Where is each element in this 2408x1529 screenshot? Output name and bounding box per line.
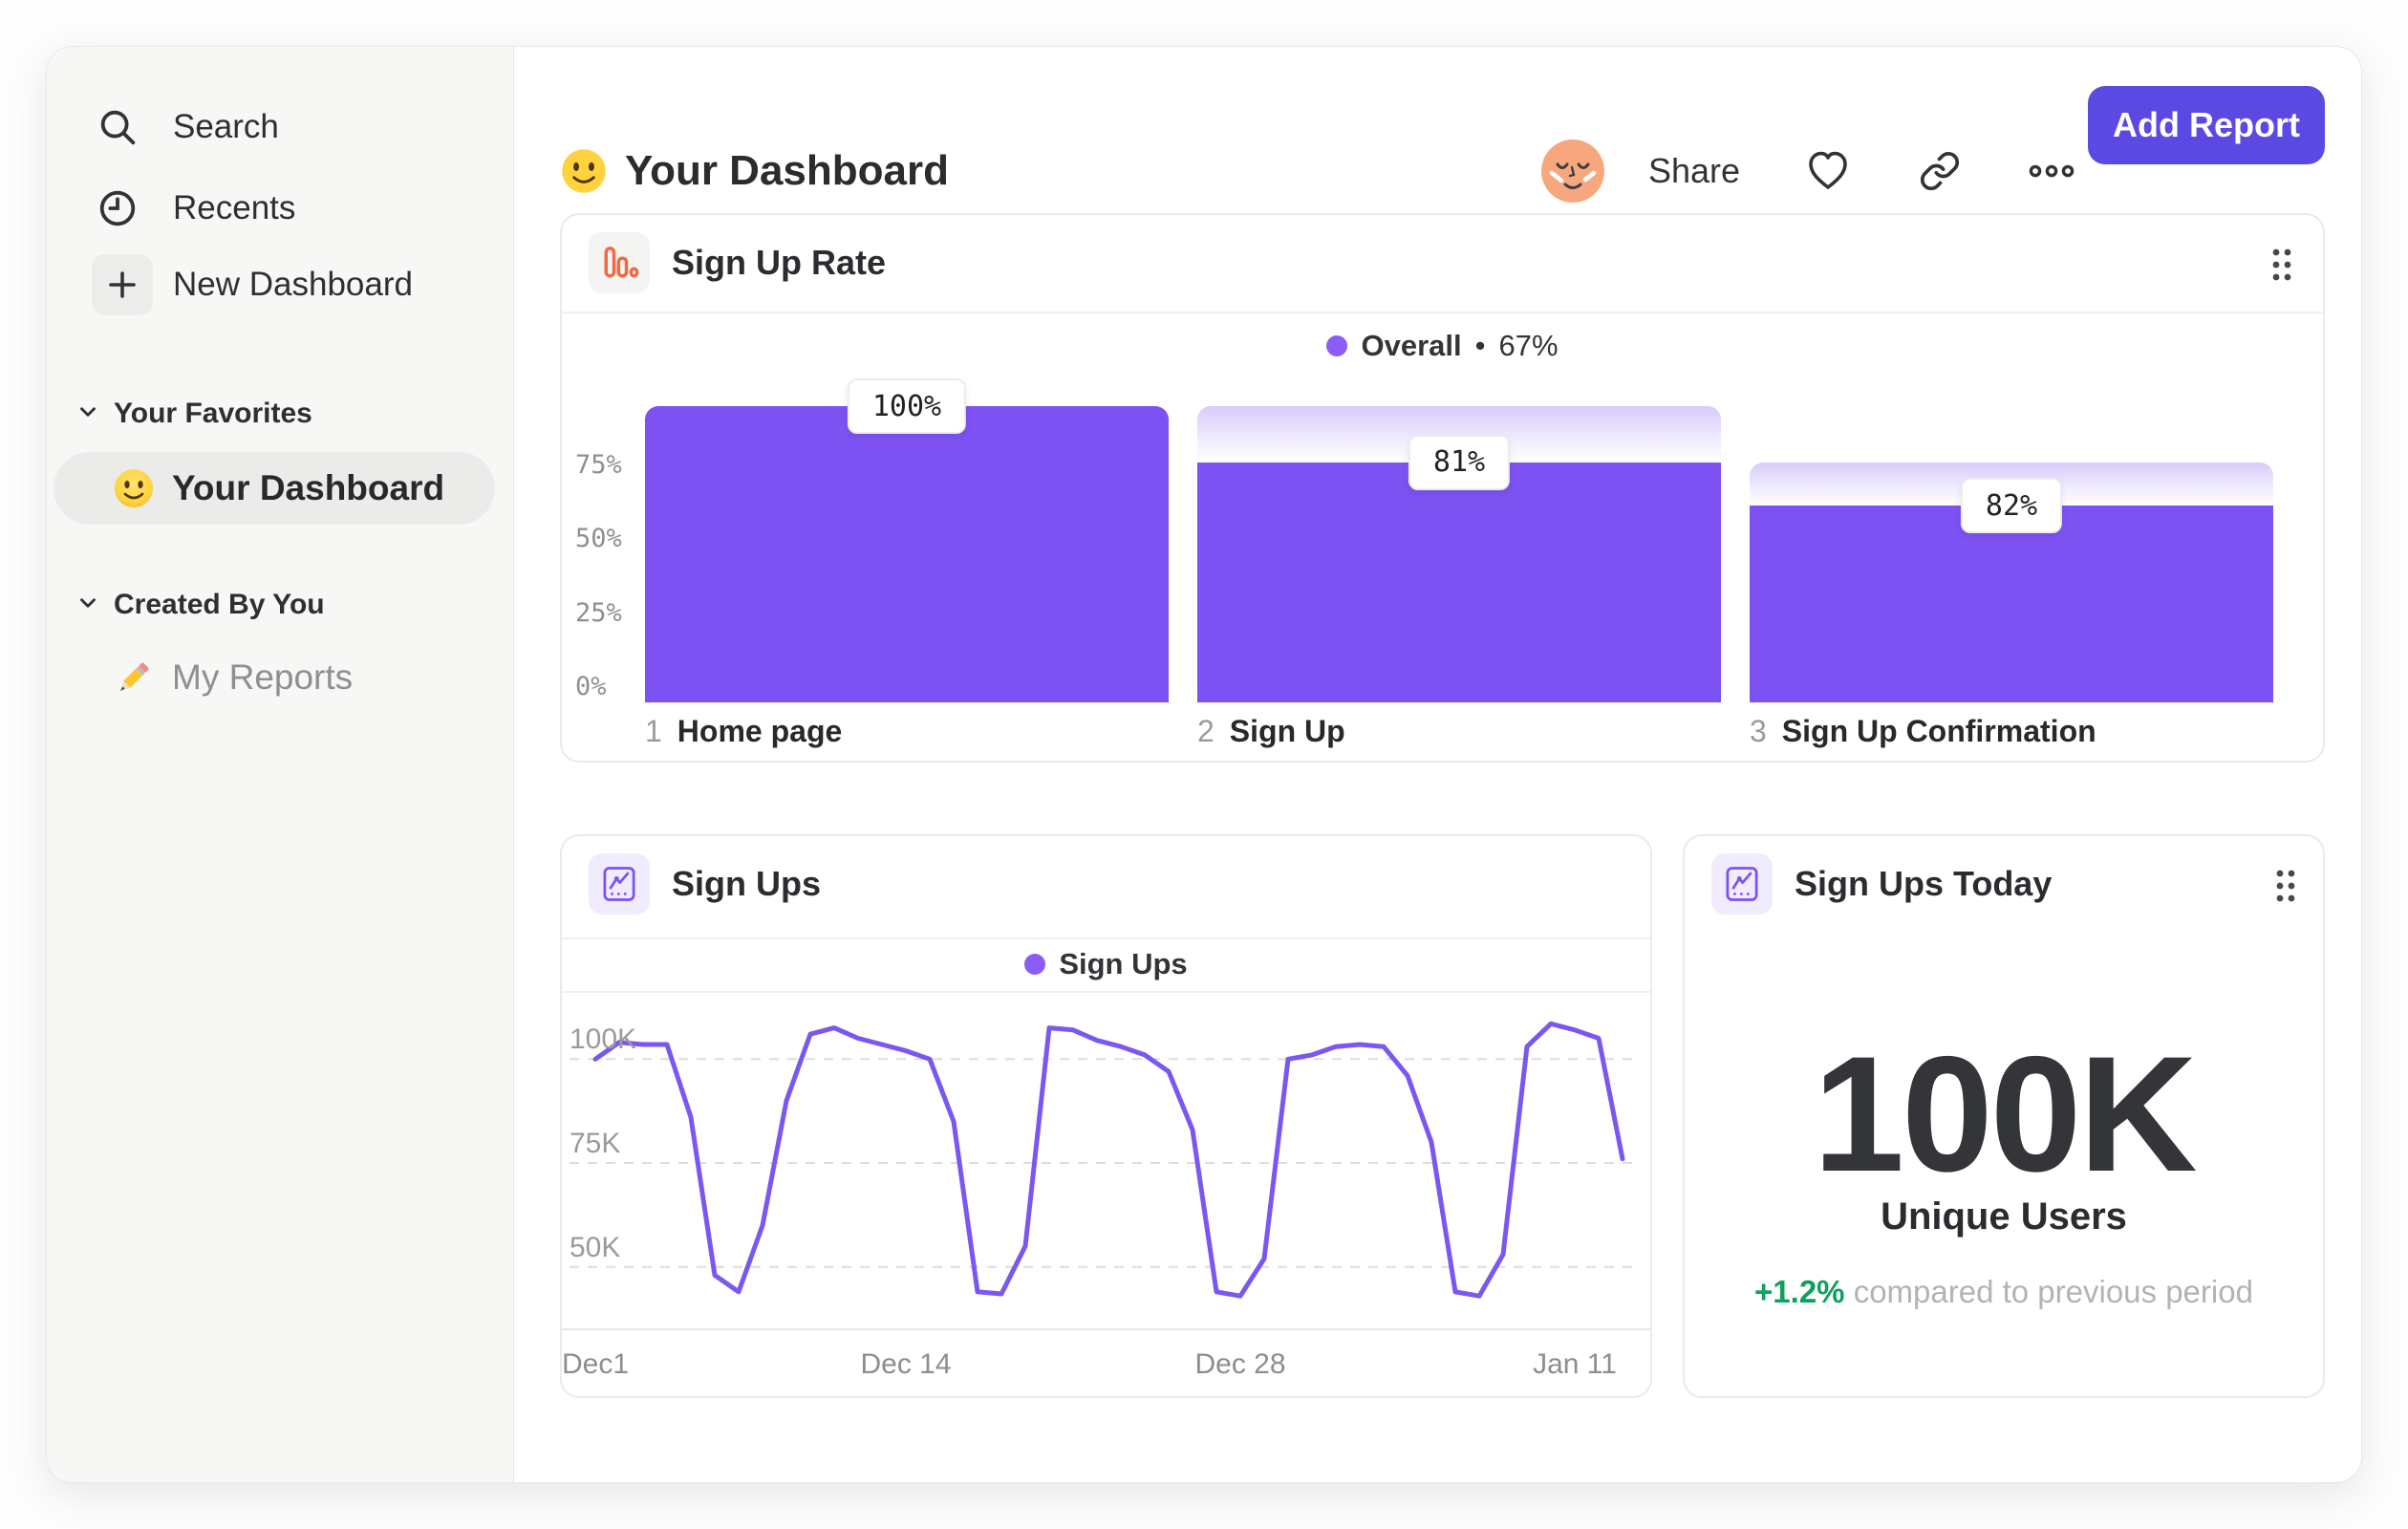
sidebar-item-search[interactable]: Search [47, 97, 513, 158]
delta-note: compared to previous period [1853, 1274, 2253, 1309]
step-number: 2 [1197, 714, 1215, 748]
line-x-tick: Dec 14 [860, 1348, 952, 1380]
funnel-y-tick: 0% [575, 672, 607, 701]
card-title: Sign Ups Today [1795, 864, 2053, 903]
legend-separator: • [1474, 329, 1486, 362]
step-number: 3 [1750, 714, 1767, 748]
sign-ups-line-chart[interactable] [562, 836, 1650, 1396]
card-sign-ups-today: Sign Ups Today 100K Unique Users +1.2% c… [1683, 834, 2325, 1398]
sidebar: Search Recents New Dashboard [47, 47, 514, 1482]
funnel-bar[interactable] [1197, 462, 1721, 702]
funnel-value-chip: 100% [847, 378, 967, 434]
divider [562, 991, 1650, 993]
sidebar-item-label: Your Dashboard [172, 468, 445, 507]
heart-icon[interactable] [1804, 147, 1852, 195]
line-x-tick: Jan 11 [1533, 1348, 1617, 1380]
metric-delta: +1.2% compared to previous period [1685, 1274, 2323, 1310]
line-chart-icon [1711, 853, 1773, 915]
page-title: Your Dashboard [560, 139, 949, 204]
funnel-y-tick: 50% [575, 524, 622, 553]
funnel-y-tick: 25% [575, 597, 622, 628]
metric-label: Unique Users [1881, 1195, 2127, 1238]
legend-dot [1326, 335, 1348, 356]
card-header: Sign Ups [562, 836, 1650, 933]
line-y-tick: 50K [570, 1231, 621, 1263]
drag-handle-icon[interactable] [2263, 244, 2301, 286]
sidebar-item-your-dashboard[interactable]: Your Dashboard [54, 452, 495, 525]
funnel-value-chip: 82% [1960, 478, 2063, 534]
chevron-down-icon [75, 591, 100, 620]
line-chart-icon [589, 853, 650, 915]
page-title-text: Your Dashboard [625, 147, 950, 194]
card-header: Sign Up Rate [562, 215, 2323, 312]
app-window: Search Recents New Dashboard [46, 46, 2362, 1483]
plus-icon [92, 254, 153, 315]
smiley-emoji-icon [560, 147, 608, 195]
card-title: Sign Up Rate [672, 243, 887, 282]
smiley-emoji-icon [113, 467, 155, 509]
sidebar-item-label: New Dashboard [173, 266, 413, 303]
add-report-button[interactable]: Add Report [2088, 86, 2325, 164]
pencil-emoji-icon [113, 657, 155, 699]
line-x-tick: Dec1 [561, 1348, 630, 1380]
funnel-bar[interactable] [1750, 506, 2273, 702]
sidebar-section-your-favorites[interactable]: Your Favorites [47, 391, 513, 437]
card-header: Sign Ups Today [1685, 836, 2323, 933]
card-title: Sign Ups [672, 864, 822, 903]
funnel-bar[interactable] [645, 406, 1169, 702]
link-icon[interactable] [1916, 147, 1964, 195]
step-name: Home page [677, 714, 843, 748]
delta-value: +1.2% [1754, 1274, 1845, 1309]
line-plot: 100K 75K 50K Dec1 Dec 14 Dec 28 Jan 11 [562, 836, 1650, 1396]
funnel-value-chip: 81% [1408, 434, 1511, 490]
header-actions: Share [1540, 139, 2075, 204]
step-name: Sign Up Confirmation [1781, 714, 2096, 748]
line-y-tick: 75K [570, 1128, 621, 1159]
line-x-tick: Dec 28 [1194, 1348, 1286, 1380]
clock-icon [95, 185, 140, 231]
funnel-legend[interactable]: Overall • 67% [562, 322, 2323, 370]
sidebar-section-created-by-you[interactable]: Created By You [47, 582, 513, 628]
legend-series: Overall [1361, 329, 1462, 362]
funnel-step-label: 3 Sign Up Confirmation [1750, 714, 2096, 749]
sidebar-item-label: Recents [173, 189, 296, 226]
sidebar-item-my-reports[interactable]: My Reports [54, 641, 495, 714]
chevron-down-icon [75, 399, 100, 429]
legend-series: Sign Ups [1059, 947, 1188, 980]
legend-dot [1024, 954, 1046, 975]
sidebar-item-new-dashboard[interactable]: New Dashboard [47, 254, 513, 315]
divider [562, 937, 1650, 939]
funnel-y-tick: 75% [575, 449, 622, 480]
section-title: Created By You [114, 589, 325, 620]
line-legend[interactable]: Sign Ups [562, 943, 1650, 985]
card-sign-up-rate: Sign Up Rate Overall • 67% 75% 50% 25% 0% 10… [560, 213, 2325, 763]
sidebar-item-recents[interactable]: Recents [47, 178, 513, 239]
search-icon [95, 104, 140, 150]
sidebar-item-label: Search [173, 108, 279, 145]
section-title: Your Favorites [114, 398, 312, 429]
more-options-icon[interactable] [2028, 147, 2075, 195]
step-name: Sign Up [1229, 714, 1345, 748]
sidebar-item-label: My Reports [172, 657, 354, 697]
step-number: 1 [645, 714, 662, 748]
divider [562, 312, 2323, 313]
funnel-plot: 75% 50% 25% 0% 100% 1 Home page 81% 2 Sign Up 82… [562, 215, 2323, 761]
funnel-step-label: 2 Sign Up [1197, 714, 1345, 749]
card-sign-ups: Sign Ups Sign Ups 100K 75K 50K Dec1 Dec 14 De… [560, 834, 1652, 1398]
drag-handle-icon[interactable] [2267, 865, 2305, 907]
avatar[interactable] [1540, 139, 1605, 204]
sign-ups-series-line [592, 1021, 1625, 1299]
line-y-tick: 100K [570, 1023, 637, 1056]
metric-value: 100K [1813, 1023, 2197, 1206]
share-button[interactable]: Share [1648, 151, 1741, 190]
funnel-chart-icon [589, 232, 650, 293]
funnel-step-label: 1 Home page [645, 714, 842, 749]
legend-value: 67% [1498, 329, 1559, 362]
